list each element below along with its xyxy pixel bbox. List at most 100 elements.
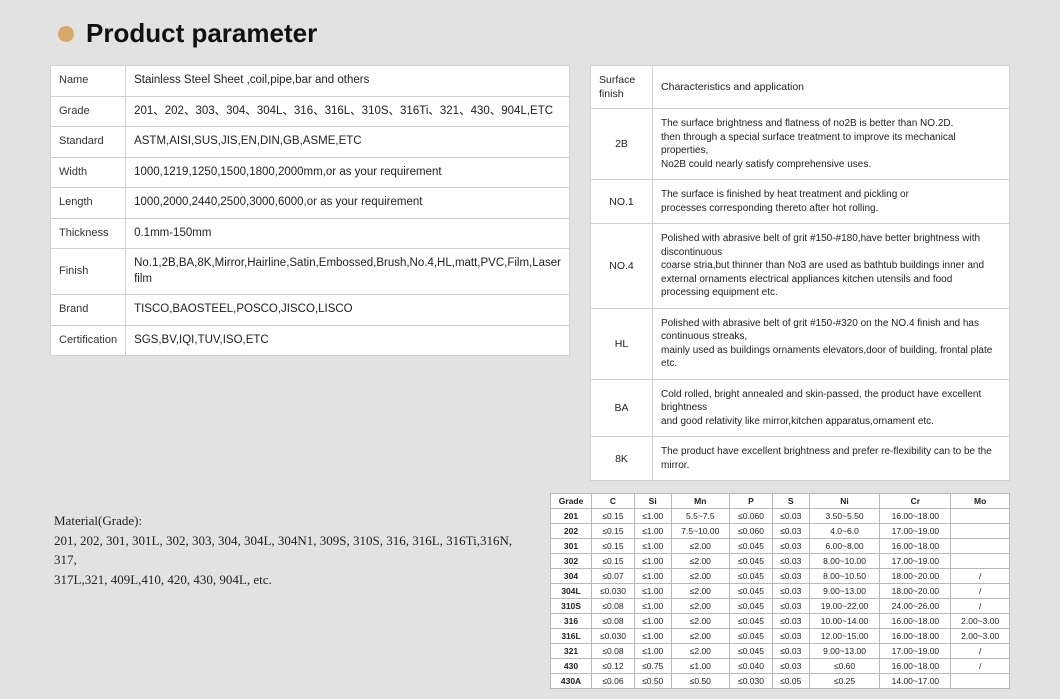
comp-value-cell: ≤0.045 bbox=[730, 554, 773, 569]
comp-value-cell: 16.00~18.00 bbox=[880, 629, 951, 644]
comp-value-cell: ≤0.060 bbox=[730, 524, 773, 539]
param-key: Name bbox=[51, 66, 126, 97]
comp-grade-cell: 310S bbox=[551, 599, 592, 614]
top-grid: NameStainless Steel Sheet ,coil,pipe,bar… bbox=[50, 65, 1010, 481]
comp-value-cell: ≤1.00 bbox=[634, 584, 671, 599]
comp-value-cell: ≤0.030 bbox=[730, 674, 773, 689]
param-key: Width bbox=[51, 157, 126, 188]
comp-value-cell: ≤0.045 bbox=[730, 569, 773, 584]
surface-desc: The product have excellent brightness an… bbox=[653, 437, 1010, 481]
surface-desc: The surface brightness and flatness of n… bbox=[653, 109, 1010, 180]
comp-value-cell: ≤0.03 bbox=[772, 644, 809, 659]
comp-value-cell: 12.00~15.00 bbox=[809, 629, 880, 644]
table-row: StandardASTM,AISI,SUS,JIS,EN,DIN,GB,ASME… bbox=[51, 127, 570, 158]
comp-value-cell: / bbox=[951, 599, 1010, 614]
comp-value-cell: ≤1.00 bbox=[634, 554, 671, 569]
comp-value-cell: ≤0.03 bbox=[772, 524, 809, 539]
comp-value-cell: 16.00~18.00 bbox=[880, 659, 951, 674]
table-row: FinishNo.1,2B,BA,8K,Mirror,Hairline,Sati… bbox=[51, 249, 570, 295]
comp-value-cell bbox=[951, 554, 1010, 569]
comp-value-cell: ≤0.045 bbox=[730, 644, 773, 659]
comp-value-cell: ≤1.00 bbox=[634, 539, 671, 554]
comp-value-cell: ≤1.00 bbox=[634, 644, 671, 659]
table-row: Width1000,1219,1250,1500,1800,2000mm,or … bbox=[51, 157, 570, 188]
parameter-table: NameStainless Steel Sheet ,coil,pipe,bar… bbox=[50, 65, 570, 356]
table-row: BrandTISCO,BAOSTEEL,POSCO,JISCO,LISCO bbox=[51, 295, 570, 326]
table-row: Grade201、202、303、304、304L、316、316L、310S、… bbox=[51, 96, 570, 127]
comp-value-cell: ≤0.07 bbox=[592, 569, 635, 584]
comp-value-cell: ≤2.00 bbox=[671, 599, 730, 614]
comp-grade-cell: 202 bbox=[551, 524, 592, 539]
comp-value-cell: 17.00~19.00 bbox=[880, 644, 951, 659]
param-value: 201、202、303、304、304L、316、316L、310S、316Ti… bbox=[126, 96, 570, 127]
surface-desc: Polished with abrasive belt of grit #150… bbox=[653, 224, 1010, 309]
comp-value-cell: 18.00~20.00 bbox=[880, 584, 951, 599]
param-value: 1000,2000,2440,2500,3000,6000,or as your… bbox=[126, 188, 570, 219]
comp-value-cell: ≤1.00 bbox=[634, 509, 671, 524]
material-note-head: Material(Grade): bbox=[54, 511, 530, 531]
param-value: 1000,1219,1250,1500,1800,2000mm,or as yo… bbox=[126, 157, 570, 188]
comp-value-cell: ≤0.15 bbox=[592, 554, 635, 569]
comp-value-cell: ≤2.00 bbox=[671, 629, 730, 644]
comp-header-cell: Grade bbox=[551, 494, 592, 509]
param-key: Thickness bbox=[51, 218, 126, 249]
comp-value-cell bbox=[951, 509, 1010, 524]
comp-value-cell: ≤1.00 bbox=[634, 569, 671, 584]
surface-key: 2B bbox=[591, 109, 653, 180]
comp-value-cell: ≤0.030 bbox=[592, 584, 635, 599]
comp-value-cell: ≤0.060 bbox=[730, 509, 773, 524]
table-row: NameStainless Steel Sheet ,coil,pipe,bar… bbox=[51, 66, 570, 97]
comp-value-cell: ≤0.045 bbox=[730, 614, 773, 629]
param-value: No.1,2B,BA,8K,Mirror,Hairline,Satin,Embo… bbox=[126, 249, 570, 295]
table-row: Length1000,2000,2440,2500,3000,6000,or a… bbox=[51, 188, 570, 219]
comp-value-cell: ≤1.00 bbox=[634, 629, 671, 644]
comp-value-cell: ≤0.06 bbox=[592, 674, 635, 689]
comp-value-cell: 16.00~18.00 bbox=[880, 509, 951, 524]
table-row: NO.4Polished with abrasive belt of grit … bbox=[591, 224, 1010, 309]
comp-value-cell: ≤0.03 bbox=[772, 539, 809, 554]
comp-value-cell: 14.00~17.00 bbox=[880, 674, 951, 689]
comp-value-cell: 5.5~7.5 bbox=[671, 509, 730, 524]
comp-value-cell: ≤0.15 bbox=[592, 524, 635, 539]
table-row: 2BThe surface brightness and flatness of… bbox=[591, 109, 1010, 180]
comp-value-cell: 8.00~10.50 bbox=[809, 569, 880, 584]
comp-value-cell: 8.00~10.00 bbox=[809, 554, 880, 569]
comp-value-cell: ≤0.60 bbox=[809, 659, 880, 674]
comp-grade-cell: 302 bbox=[551, 554, 592, 569]
comp-value-cell: / bbox=[951, 644, 1010, 659]
comp-value-cell: 2.00~3.00 bbox=[951, 629, 1010, 644]
param-key: Length bbox=[51, 188, 126, 219]
table-row: 430≤0.12≤0.75≤1.00≤0.040≤0.03≤0.6016.00~… bbox=[551, 659, 1010, 674]
comp-value-cell: ≤0.045 bbox=[730, 584, 773, 599]
comp-value-cell: ≤0.05 bbox=[772, 674, 809, 689]
comp-value-cell: 19.00~22.00 bbox=[809, 599, 880, 614]
table-row: Thickness0.1mm-150mm bbox=[51, 218, 570, 249]
comp-value-cell: 4.0~6.0 bbox=[809, 524, 880, 539]
table-row: 304L≤0.030≤1.00≤2.00≤0.045≤0.039.00~13.0… bbox=[551, 584, 1010, 599]
comp-value-cell: ≤1.00 bbox=[634, 599, 671, 614]
comp-grade-cell: 316L bbox=[551, 629, 592, 644]
comp-value-cell: ≤0.15 bbox=[592, 539, 635, 554]
param-value: TISCO,BAOSTEEL,POSCO,JISCO,LISCO bbox=[126, 295, 570, 326]
param-key: Brand bbox=[51, 295, 126, 326]
surface-desc: Polished with abrasive belt of grit #150… bbox=[653, 308, 1010, 379]
comp-value-cell: 18.00~20.00 bbox=[880, 569, 951, 584]
bottom-row: Material(Grade): 201, 202, 301, 301L, 30… bbox=[50, 493, 1010, 689]
comp-value-cell: ≤0.03 bbox=[772, 569, 809, 584]
table-row: 316L≤0.030≤1.00≤2.00≤0.045≤0.0312.00~15.… bbox=[551, 629, 1010, 644]
table-row: 201≤0.15≤1.005.5~7.5≤0.060≤0.033.50~5.50… bbox=[551, 509, 1010, 524]
comp-value-cell: ≤1.00 bbox=[671, 659, 730, 674]
comp-header-cell: Cr bbox=[880, 494, 951, 509]
comp-value-cell: 24.00~26.00 bbox=[880, 599, 951, 614]
comp-value-cell: 3.50~5.50 bbox=[809, 509, 880, 524]
comp-header-cell: Ni bbox=[809, 494, 880, 509]
comp-header-cell: S bbox=[772, 494, 809, 509]
param-value: Stainless Steel Sheet ,coil,pipe,bar and… bbox=[126, 66, 570, 97]
surface-key: NO.1 bbox=[591, 180, 653, 224]
param-key: Standard bbox=[51, 127, 126, 158]
comp-value-cell bbox=[951, 524, 1010, 539]
comp-value-cell: ≤0.08 bbox=[592, 644, 635, 659]
page-header: Product parameter bbox=[58, 18, 1010, 49]
comp-value-cell: ≤0.03 bbox=[772, 599, 809, 614]
table-row: 301≤0.15≤1.00≤2.00≤0.045≤0.036.00~8.0016… bbox=[551, 539, 1010, 554]
